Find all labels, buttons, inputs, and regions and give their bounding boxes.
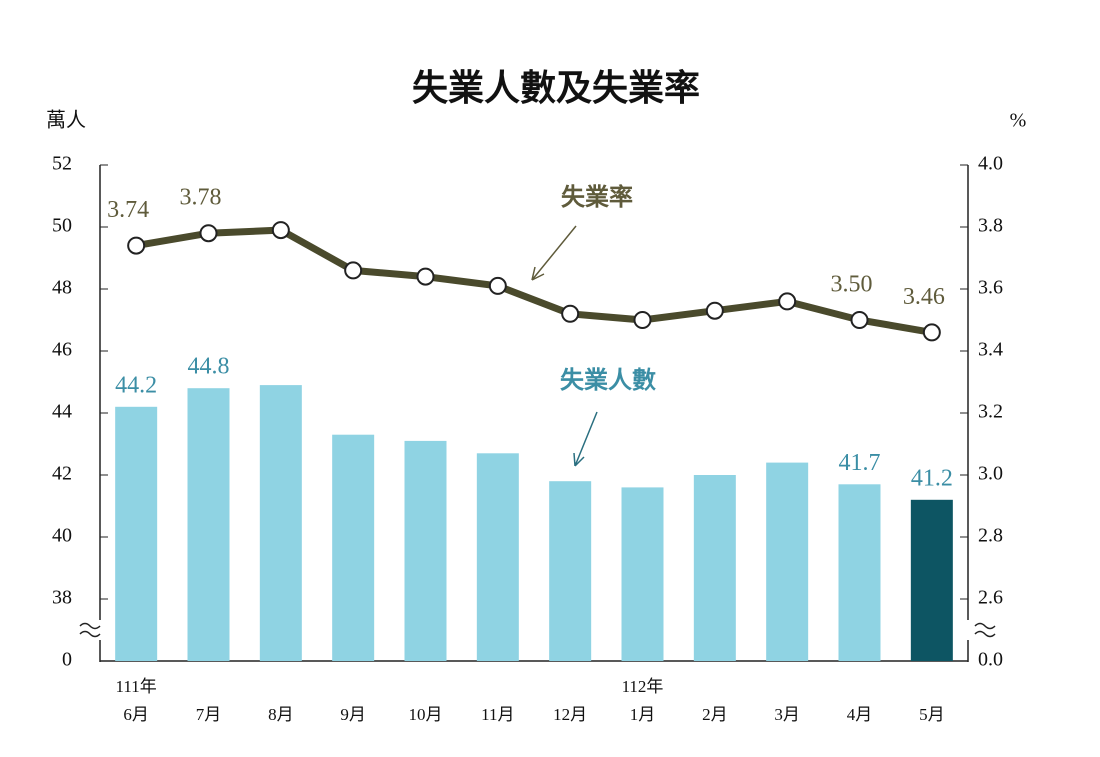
y2-tick-label: 3.2 bbox=[978, 401, 1003, 423]
line-point bbox=[271, 221, 290, 240]
bar bbox=[766, 462, 809, 661]
bar-value-label: 41.7 bbox=[839, 450, 881, 476]
y2-tick-label: 2.6 bbox=[978, 587, 1003, 609]
x-tick-label: 9月 bbox=[340, 705, 366, 724]
line-value-label: 3.50 bbox=[831, 272, 873, 298]
y-tick-label: 42 bbox=[52, 463, 72, 485]
bar bbox=[910, 499, 953, 661]
bar-value-label: 44.8 bbox=[188, 354, 230, 380]
bar bbox=[332, 434, 375, 661]
x-tick-label: 2月 bbox=[702, 705, 728, 724]
y2-tick-label: 4.0 bbox=[978, 153, 1003, 175]
line-point bbox=[922, 323, 941, 342]
y2-unit: % bbox=[1010, 110, 1027, 132]
line-value-label: 3.74 bbox=[107, 197, 149, 223]
y-tick-label: 0 bbox=[62, 649, 72, 671]
bar-value-label: 44.2 bbox=[115, 372, 157, 398]
x-year-label: 111年 bbox=[116, 677, 157, 696]
bar bbox=[187, 388, 230, 661]
line-value-label: 3.46 bbox=[903, 284, 945, 310]
line-point bbox=[561, 304, 580, 323]
x-tick-label: 11月 bbox=[481, 705, 514, 724]
x-tick-label: 8月 bbox=[268, 705, 294, 724]
line-point bbox=[850, 311, 869, 329]
line-point bbox=[778, 292, 797, 311]
y2-tick-label: 3.8 bbox=[978, 215, 1003, 237]
x-tick-label: 10月 bbox=[409, 705, 443, 724]
bar bbox=[549, 481, 592, 661]
y-tick-label: 52 bbox=[52, 153, 72, 175]
x-tick-label: 6月 bbox=[123, 705, 149, 724]
bar bbox=[404, 440, 447, 661]
line-point bbox=[633, 311, 652, 329]
x-tick-label: 12月 bbox=[553, 705, 587, 724]
y-tick-label: 46 bbox=[52, 339, 72, 361]
y2-tick-label: 3.4 bbox=[978, 339, 1003, 361]
line-point bbox=[488, 276, 507, 295]
line-point bbox=[199, 224, 218, 243]
x-tick-label: 3月 bbox=[774, 705, 800, 724]
y-tick-label: 48 bbox=[52, 277, 72, 299]
y2-tick-label: 0.0 bbox=[978, 649, 1003, 671]
x-year-label: 112年 bbox=[622, 677, 664, 696]
bar-value-label: 41.2 bbox=[911, 465, 953, 491]
line-point bbox=[127, 236, 146, 255]
line-point bbox=[416, 267, 435, 286]
bar bbox=[693, 475, 736, 661]
bar bbox=[115, 406, 158, 661]
line bbox=[135, 226, 933, 336]
y-tick-label: 50 bbox=[52, 215, 72, 237]
x-tick-label: 5月 bbox=[919, 705, 945, 724]
y2-tick-label: 3.0 bbox=[978, 463, 1003, 485]
bar-annotation: 失業人數 bbox=[560, 366, 656, 394]
y-tick-label: 40 bbox=[52, 525, 72, 547]
bar bbox=[838, 484, 881, 661]
axis-break bbox=[79, 620, 996, 640]
annotation-arrow bbox=[573, 411, 598, 467]
annotation-arrow bbox=[531, 225, 577, 281]
x-tick-label: 7月 bbox=[196, 705, 222, 724]
x-tick-label: 1月 bbox=[630, 705, 656, 724]
y2-tick-label: 3.6 bbox=[978, 277, 1003, 299]
bar bbox=[621, 487, 664, 661]
bar bbox=[259, 385, 302, 661]
y-unit: 萬人 bbox=[46, 109, 86, 132]
y-tick-label: 44 bbox=[52, 401, 72, 423]
line-point bbox=[344, 261, 363, 280]
line-value-label: 3.78 bbox=[180, 185, 222, 211]
bar bbox=[476, 453, 519, 661]
y-tick-label: 38 bbox=[52, 587, 72, 609]
x-tick-label: 4月 bbox=[847, 705, 873, 724]
line-point bbox=[705, 301, 724, 320]
y2-tick-label: 2.8 bbox=[978, 525, 1003, 547]
line-annotation: 失業率 bbox=[561, 183, 633, 211]
chart-title: 失業人數及失業率 bbox=[412, 68, 700, 109]
